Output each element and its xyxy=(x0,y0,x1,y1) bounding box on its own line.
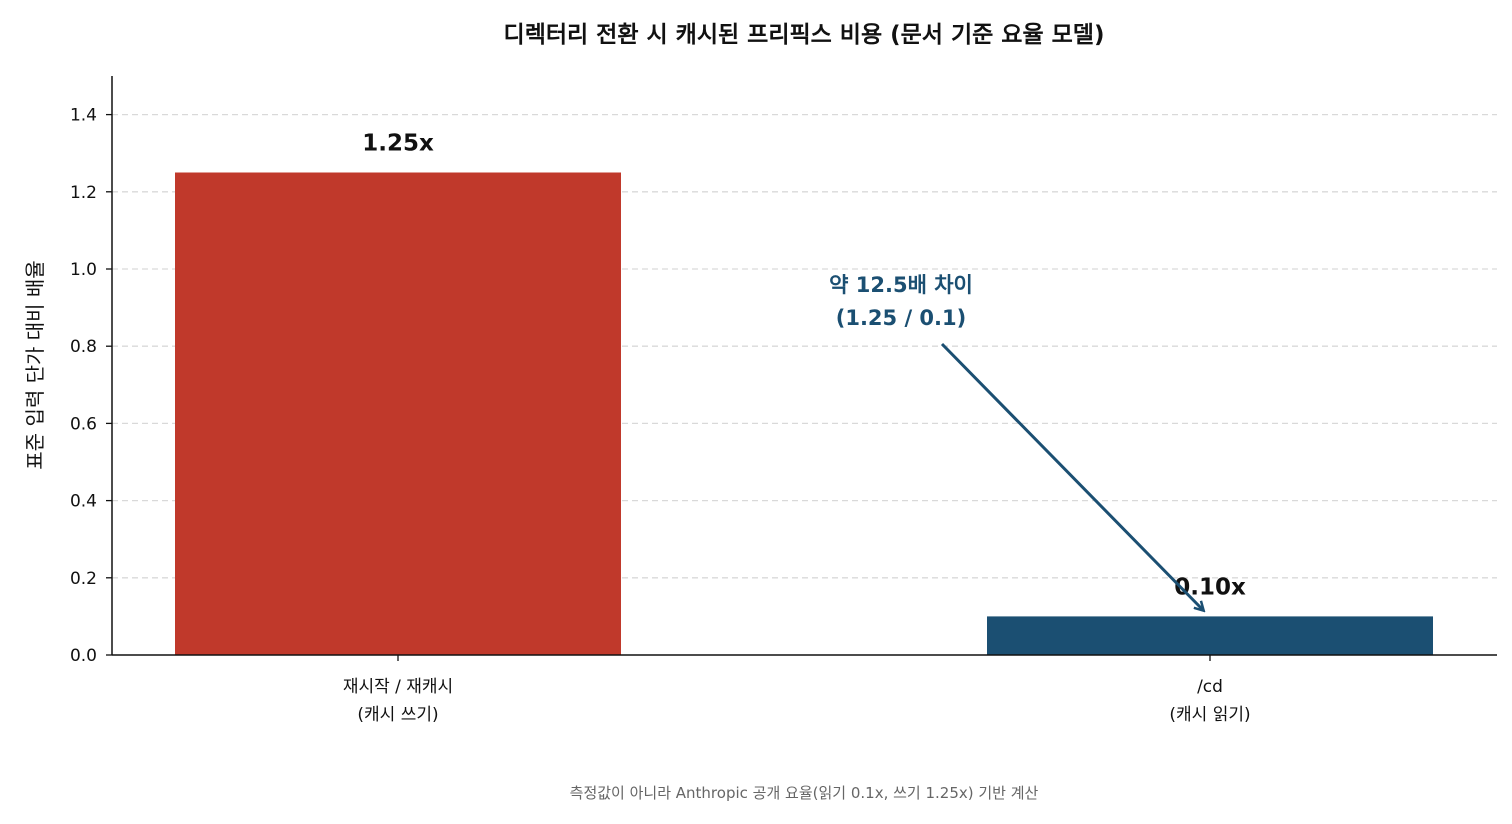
annotation-line-1: 약 12.5배 차이 xyxy=(829,273,973,297)
y-tick-label: 0.2 xyxy=(70,569,97,589)
axes: 0.0 0.2 0.4 0.6 0.8 1.0 1.2 1.4 재시작 / 재캐시 (캐시 쓰기)… xyxy=(70,76,1497,725)
bars xyxy=(175,172,1433,655)
y-tick-label: 0.8 xyxy=(70,337,97,357)
annotation-line-2: (1.25 / 0.1) xyxy=(836,306,967,330)
y-tick-label: 0.0 xyxy=(70,646,97,666)
footnote: 측정값이 아니라 Anthropic 공개 요율(읽기 0.1x, 쓰기 1.2… xyxy=(570,784,1039,802)
y-axis-label: 표준 입력 단가 대비 배율 xyxy=(23,260,47,469)
bar xyxy=(987,616,1433,655)
y-tick-label: 1.0 xyxy=(70,260,97,280)
annotation-arrow xyxy=(940,342,1203,610)
x-tick-label: /cd xyxy=(1197,677,1223,697)
bar-value-label: 1.25x xyxy=(362,131,434,157)
x-tick-label: 재시작 / 재캐시 xyxy=(343,677,453,697)
bar-value-label: 0.10x xyxy=(1174,574,1246,600)
y-tick-label: 0.6 xyxy=(70,414,97,434)
y-tick-label: 1.4 xyxy=(70,106,97,126)
x-tick-label: (캐시 쓰기) xyxy=(357,705,438,725)
bar xyxy=(175,172,621,655)
chart-title: 디렉터리 전환 시 캐시된 프리픽스 비용 (문서 기준 요율 모델) xyxy=(504,22,1105,48)
y-tick-label: 0.4 xyxy=(70,492,97,512)
y-tick-label: 1.2 xyxy=(70,183,97,203)
x-tick-label: (캐시 읽기) xyxy=(1169,705,1250,725)
labels: 1.25x 0.10x xyxy=(362,131,1246,601)
annotation: 약 12.5배 차이 (1.25 / 0.1) xyxy=(829,273,1203,610)
